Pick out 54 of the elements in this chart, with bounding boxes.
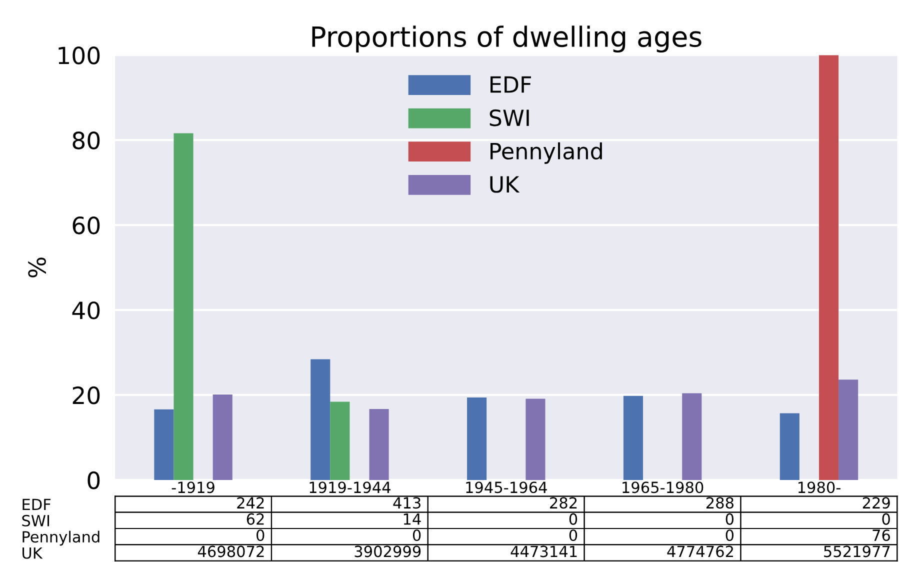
y-tick-label: 20 [72, 386, 100, 404]
data-label: 0 [882, 513, 890, 525]
bar [212, 394, 232, 480]
data-label: 413 [393, 497, 420, 509]
data-label: 242 [237, 497, 264, 508]
chart-title: Proportions of dwelling ages [312, 26, 702, 53]
data-label: 0 [256, 529, 264, 542]
bar [467, 398, 487, 480]
bar [174, 133, 194, 480]
y-tick-label: 60 [72, 216, 100, 234]
bar [310, 359, 330, 480]
data-label: 0 [726, 513, 734, 525]
x-tick-label: 1919-1944 [310, 482, 390, 494]
data-label: 288 [706, 497, 734, 509]
data-label: 4473141 [510, 546, 577, 558]
data-label: 5521977 [824, 546, 890, 558]
y-axis-title: % [28, 258, 46, 278]
data-label: 4698072 [198, 546, 264, 558]
bar [818, 55, 839, 480]
bar [330, 402, 350, 480]
data-label: 3902999 [354, 546, 421, 558]
y-tick-label: EDF [22, 498, 51, 510]
legend-label: UK [490, 176, 520, 193]
bar [154, 409, 174, 480]
y-tick-label: UK [22, 547, 43, 559]
data-label: 0 [569, 513, 578, 525]
y-tick-label: 0 [88, 471, 100, 490]
data-label: 62 [246, 513, 264, 525]
y-tick-label: Pennyland [22, 530, 100, 546]
data-label: 14 [404, 513, 421, 525]
x-tick-label: 1980- [798, 482, 840, 494]
legend-label: EDF [490, 76, 531, 93]
data-label: 0 [726, 529, 734, 542]
data-label: 76 [872, 529, 890, 542]
y-tick-label: 100 [58, 46, 100, 64]
y-tick-label: SWI [22, 514, 50, 526]
x-tick-label: 1965-1980 [622, 482, 704, 494]
y-tick-label: 40 [72, 301, 100, 320]
data-label: 0 [412, 529, 421, 542]
y-tick-label: 80 [72, 131, 100, 150]
bar [682, 393, 702, 480]
legend-label: Pennyland [490, 142, 602, 164]
legend-label: SWI [490, 109, 529, 126]
bar [623, 396, 644, 480]
bar [526, 398, 546, 480]
data-label: 0 [569, 529, 578, 542]
data-label: 4774762 [667, 546, 733, 558]
data-label: 229 [862, 497, 890, 509]
bar [838, 380, 858, 480]
bar [780, 413, 800, 480]
bar [369, 408, 389, 480]
data-label: 282 [550, 497, 577, 509]
x-tick-label: 1945-1964 [466, 482, 547, 494]
x-tick-label: -1919 [172, 482, 214, 494]
